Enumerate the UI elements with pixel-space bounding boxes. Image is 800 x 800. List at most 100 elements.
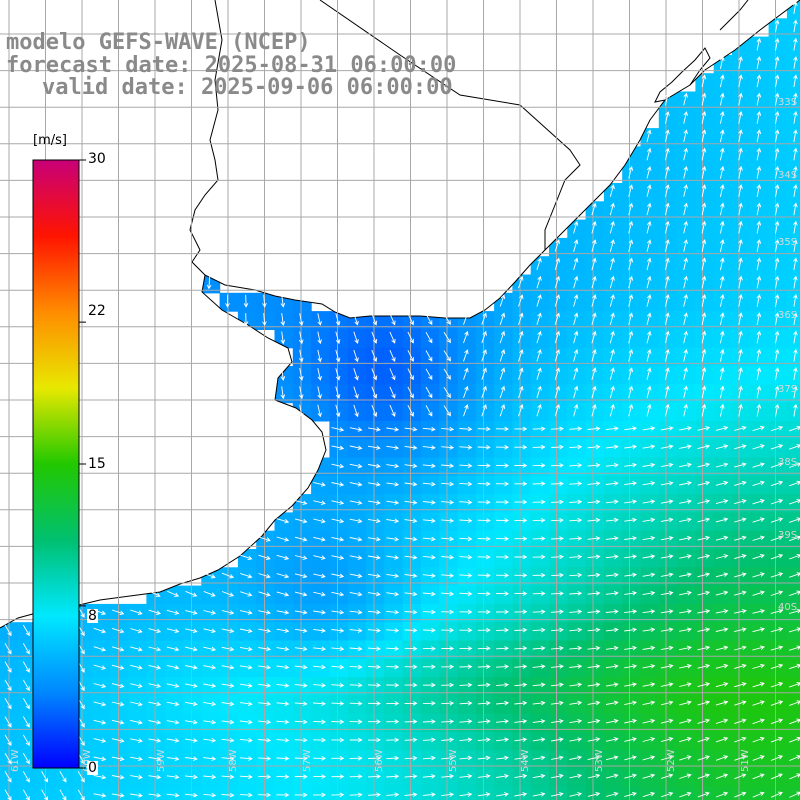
wind-arrow <box>111 646 125 652</box>
speed-cell <box>640 237 660 257</box>
speed-cell <box>91 732 111 751</box>
wind-arrow <box>258 756 272 761</box>
speed-cell <box>549 329 568 349</box>
speed-cell <box>603 384 623 404</box>
wind-arrow <box>331 683 345 688</box>
wind-arrow <box>738 74 743 88</box>
wind-arrow <box>573 294 579 307</box>
speed-cell <box>640 402 660 422</box>
speed-cell <box>439 658 459 678</box>
speed-cell <box>768 292 788 312</box>
wind-arrow <box>349 573 363 579</box>
speed-cell <box>457 695 477 715</box>
speed-cell <box>420 329 440 349</box>
speed-cell <box>329 384 349 404</box>
speed-cell <box>768 640 788 660</box>
speed-cell <box>658 475 678 495</box>
speed-cell <box>750 677 770 696</box>
speed-cell <box>219 658 239 678</box>
wind-arrow <box>683 312 688 326</box>
wind-arrow <box>22 789 30 800</box>
wind-arrow <box>496 773 509 779</box>
speed-cell <box>256 292 276 312</box>
wind-arrow <box>605 554 619 559</box>
speed-cell <box>384 384 404 404</box>
wind-arrow <box>130 628 143 634</box>
wind-arrow <box>386 682 400 688</box>
speed-cell <box>640 530 660 550</box>
speed-cell <box>18 713 38 733</box>
wind-arrow <box>738 110 743 124</box>
speed-cell <box>164 603 184 623</box>
speed-cell <box>658 732 678 751</box>
wind-arrow <box>386 701 400 706</box>
wind-arrow <box>349 646 363 652</box>
wind-arrow <box>331 500 345 505</box>
wind-arrow <box>624 718 638 724</box>
wind-arrow <box>496 426 510 432</box>
speed-cell <box>512 658 532 678</box>
speed-cell <box>640 786 660 800</box>
wind-arrow <box>660 718 674 724</box>
speed-cell <box>640 311 660 330</box>
speed-cell <box>402 750 422 770</box>
speed-cell <box>439 549 459 568</box>
speed-cell <box>567 585 587 605</box>
wind-arrow <box>532 554 546 560</box>
speed-cell <box>128 786 147 800</box>
speed-cell <box>366 658 385 678</box>
speed-cell <box>658 585 678 605</box>
wind-arrow <box>683 403 688 417</box>
speed-cell <box>567 494 587 513</box>
speed-cell <box>677 677 696 696</box>
speed-cell <box>585 201 605 221</box>
speed-cell <box>109 603 129 623</box>
speed-cell <box>274 786 294 800</box>
wind-arrow <box>642 609 656 614</box>
wind-arrow <box>496 463 510 468</box>
wind-arrow <box>683 294 688 307</box>
speed-cell <box>677 128 696 147</box>
speed-cell <box>384 402 404 422</box>
wind-arrow <box>536 312 542 325</box>
wind-arrow <box>93 719 107 725</box>
speed-cell <box>311 494 330 513</box>
wind-arrow <box>770 791 783 798</box>
speed-cell <box>329 402 349 422</box>
wind-arrow <box>221 610 235 615</box>
wind-arrow <box>789 517 800 523</box>
wind-arrow <box>609 275 615 289</box>
wind-arrow <box>389 386 396 399</box>
speed-cell <box>786 219 800 239</box>
wind-arrow <box>624 426 638 431</box>
wind-arrow <box>481 312 487 325</box>
wind-arrow <box>715 718 729 724</box>
wind-arrow <box>738 385 743 399</box>
speed-cell <box>274 640 294 660</box>
speed-cell <box>768 439 788 459</box>
wind-arrow <box>459 481 473 487</box>
speed-cell <box>219 750 239 770</box>
wind-arrow <box>518 349 524 362</box>
wind-arrow <box>624 737 637 742</box>
wind-arrow <box>609 184 615 197</box>
speed-cell <box>658 256 678 276</box>
wind-arrow <box>221 701 235 707</box>
speed-cell <box>311 732 330 751</box>
wind-arrow <box>701 385 707 399</box>
wind-arrow <box>463 349 469 362</box>
speed-cell <box>530 603 550 623</box>
speed-cell <box>164 786 184 800</box>
wind-arrow <box>683 330 688 344</box>
wind-arrow <box>701 92 707 106</box>
speed-cell <box>146 603 166 623</box>
speed-cell <box>695 384 715 404</box>
speed-cell <box>494 347 513 367</box>
wind-arrow <box>276 737 290 743</box>
speed-cell <box>640 494 660 513</box>
wind-arrow <box>550 682 564 688</box>
wind-arrow <box>642 481 656 486</box>
speed-cell <box>329 713 349 733</box>
speed-cell <box>109 732 129 751</box>
wind-arrow <box>262 313 267 327</box>
